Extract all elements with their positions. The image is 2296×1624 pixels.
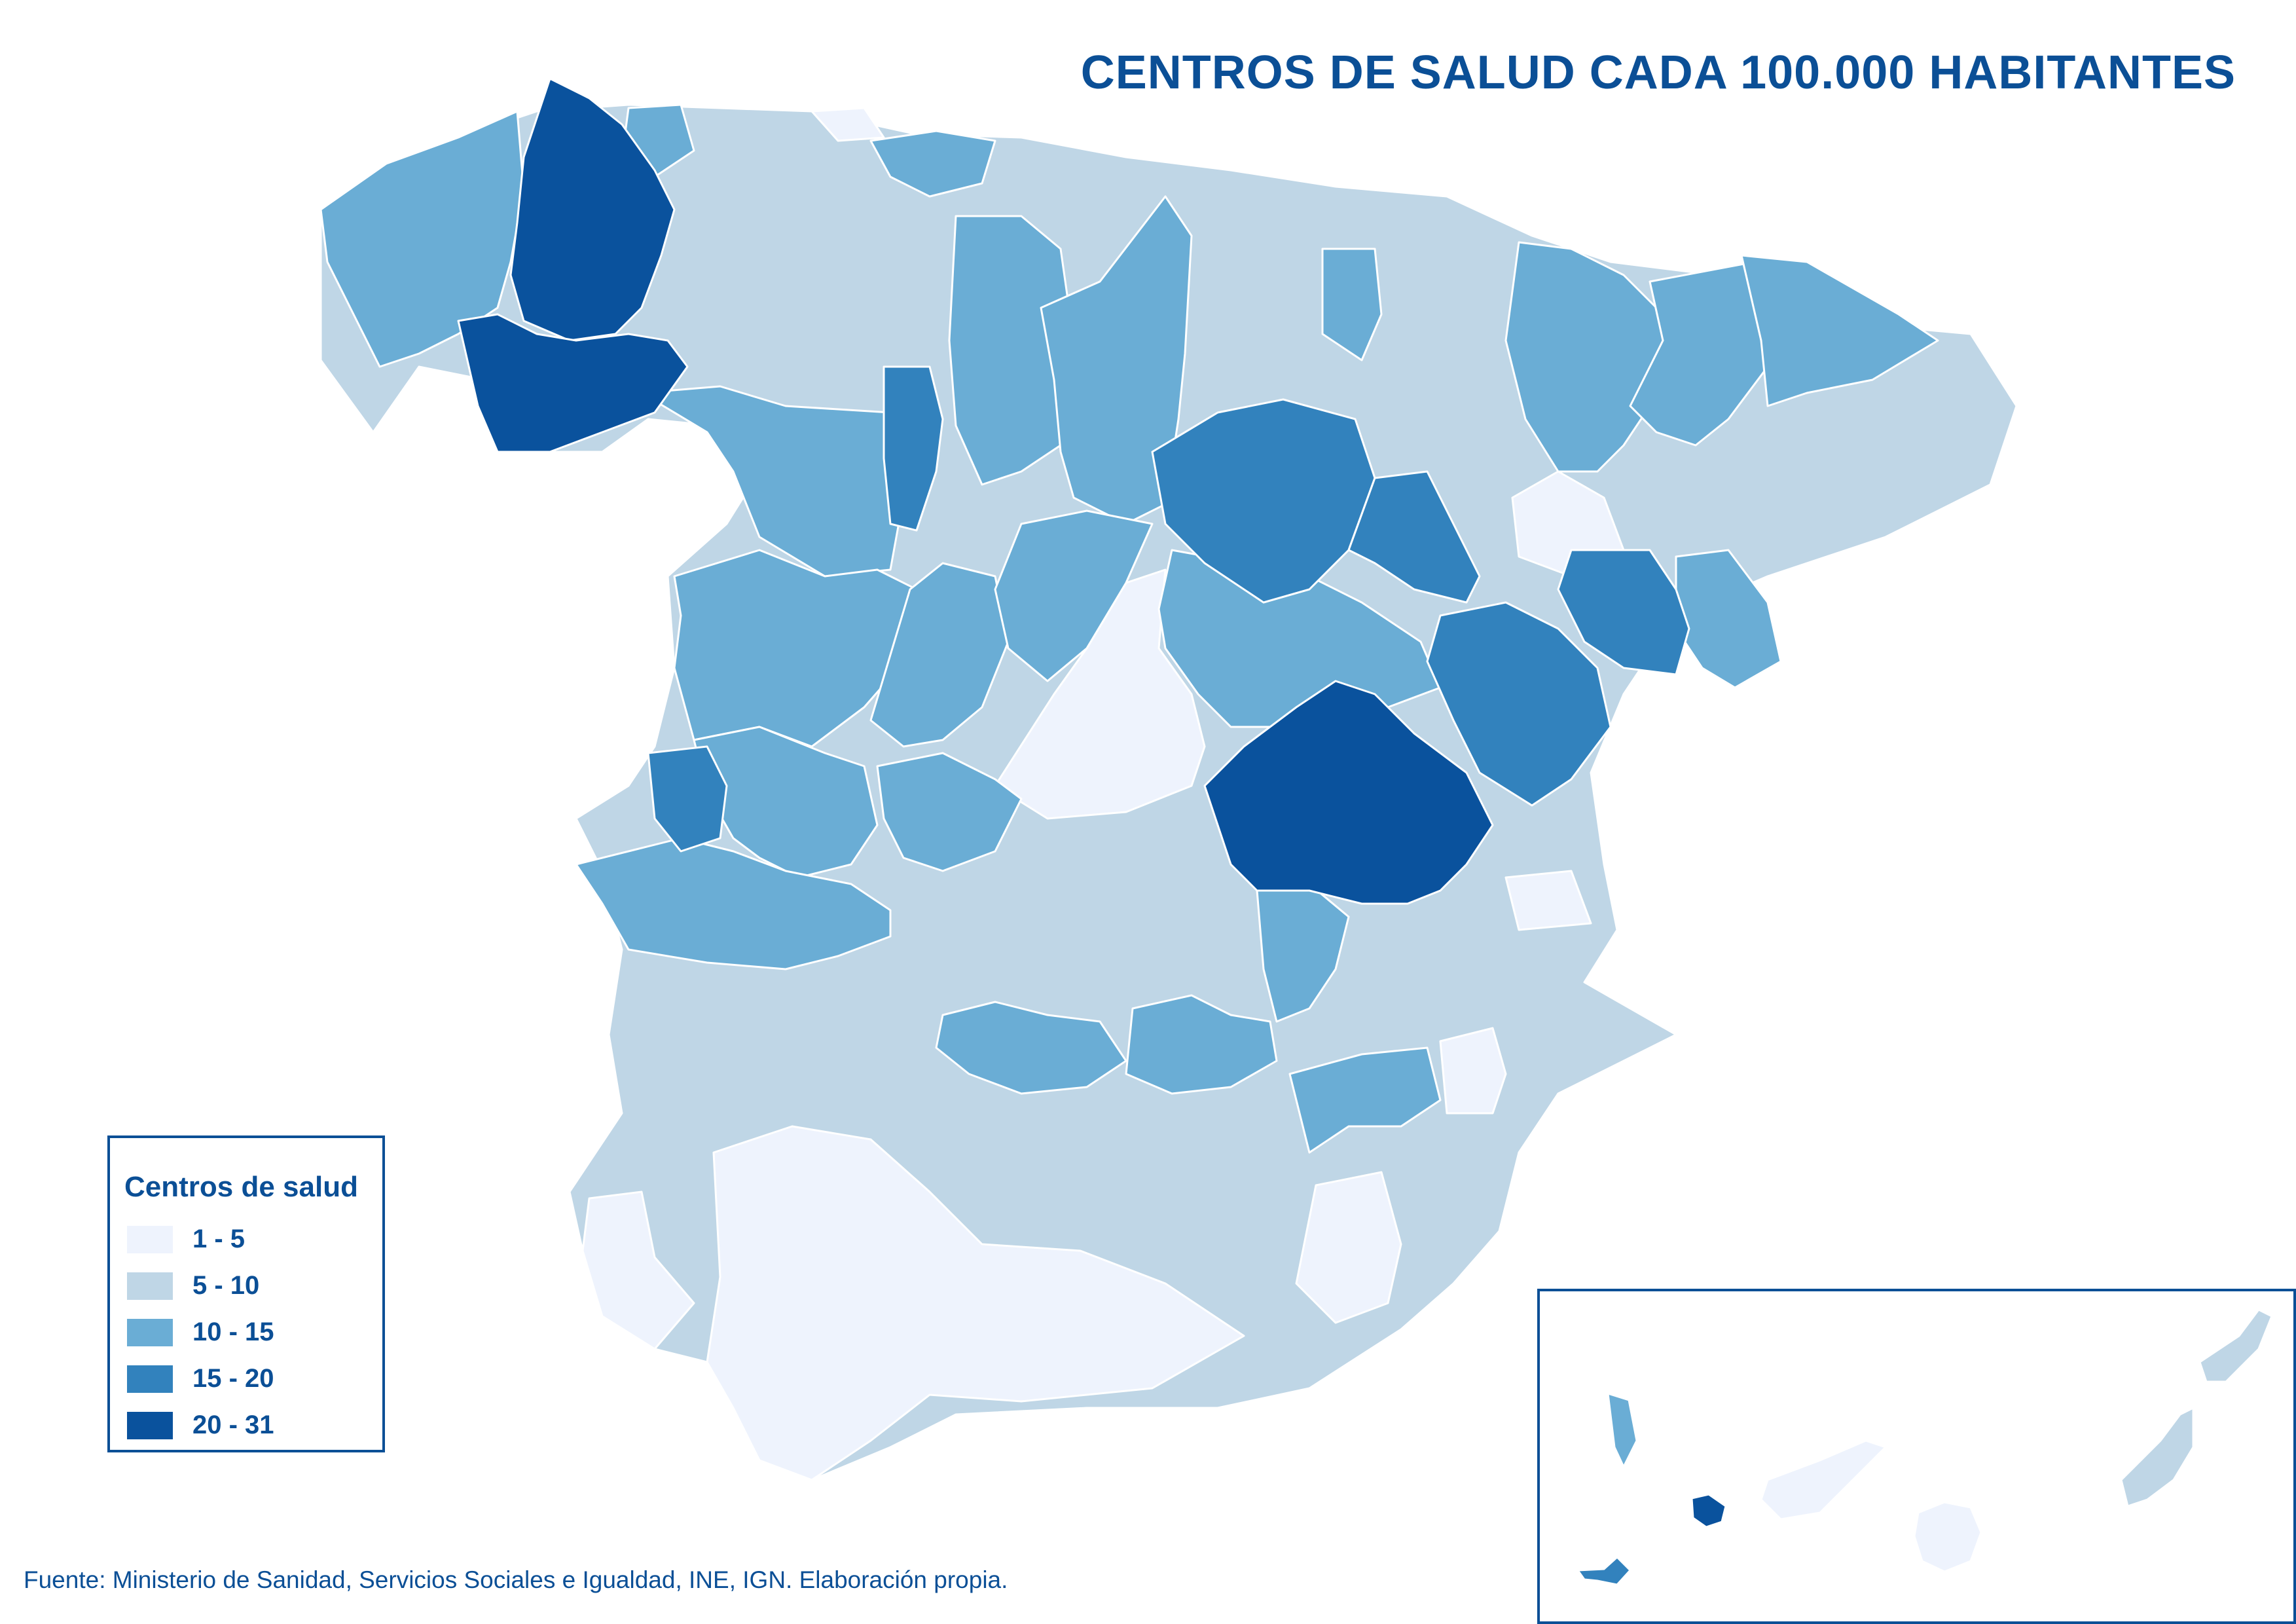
island-el-hierro — [1576, 1555, 1632, 1586]
legend-swatch — [127, 1365, 173, 1393]
canary-islands-map — [1576, 1308, 2273, 1586]
canary-islands-inset — [1537, 1289, 2296, 1624]
region-avila — [876, 752, 1023, 872]
region-huelva-coast — [581, 1190, 695, 1350]
region-lleida — [1740, 254, 1939, 407]
region-zamora — [640, 385, 905, 578]
island-gran-canaria — [1913, 1501, 1982, 1573]
region-caceres-north — [693, 726, 879, 879]
region-ourense — [457, 313, 689, 453]
legend-label: 10 - 15 — [192, 1318, 274, 1346]
legend-swatch — [127, 1272, 173, 1300]
region-toledo-south — [935, 1001, 1127, 1095]
island-tenerife — [1760, 1439, 1887, 1521]
region-lugo — [509, 77, 676, 342]
region-valencia-interior — [1439, 1027, 1507, 1115]
region-aragon-north — [1504, 241, 1677, 473]
region-salamanca — [673, 549, 918, 748]
region-ciudad-real-east — [1125, 994, 1278, 1095]
region-cuenca — [1203, 680, 1494, 905]
region-leon-north — [948, 215, 1075, 486]
island-la-gomera — [1690, 1493, 1727, 1528]
island-lanzarote — [2198, 1308, 2273, 1383]
region-segovia — [994, 509, 1154, 682]
legend: Centros de salud 1 - 5 5 - 10 10 - 15 15… — [107, 1135, 385, 1452]
island-la-palma — [1607, 1392, 1638, 1469]
region-valladolid — [869, 562, 1010, 748]
region-asturias-east — [811, 107, 885, 142]
legend-label: 15 - 20 — [192, 1364, 274, 1393]
region-navarra — [1321, 248, 1383, 361]
region-lleida-south — [1557, 549, 1690, 676]
legend-label: 5 - 10 — [192, 1271, 260, 1300]
source-note: Fuente: Ministerio de Sanidad, Servicios… — [24, 1566, 1008, 1593]
legend-swatch — [127, 1226, 173, 1253]
region-granada-east — [1295, 1171, 1402, 1324]
map-title: CENTROS DE SALUD CADA 100.000 HABITANTES — [1080, 46, 2236, 99]
region-albacete-east — [1288, 1046, 1442, 1154]
legend-label: 20 - 31 — [192, 1411, 274, 1439]
region-teruel-north — [1426, 601, 1612, 807]
region-cantabria — [869, 130, 996, 198]
region-galicia-coast — [319, 110, 525, 368]
legend-label: 1 - 5 — [192, 1225, 246, 1253]
region-madrid — [994, 568, 1206, 820]
island-fuerteventura — [2120, 1406, 2195, 1507]
region-zaragoza-east — [1347, 470, 1481, 604]
legend-title: Centros de salud — [124, 1171, 358, 1203]
legend-swatch — [127, 1412, 173, 1439]
region-castellon-coast — [1504, 870, 1592, 931]
region-palencia-slice — [883, 365, 944, 532]
region-badajoz-north — [647, 745, 728, 853]
region-andalusia-west — [706, 1125, 1245, 1481]
legend-swatch — [127, 1319, 173, 1346]
